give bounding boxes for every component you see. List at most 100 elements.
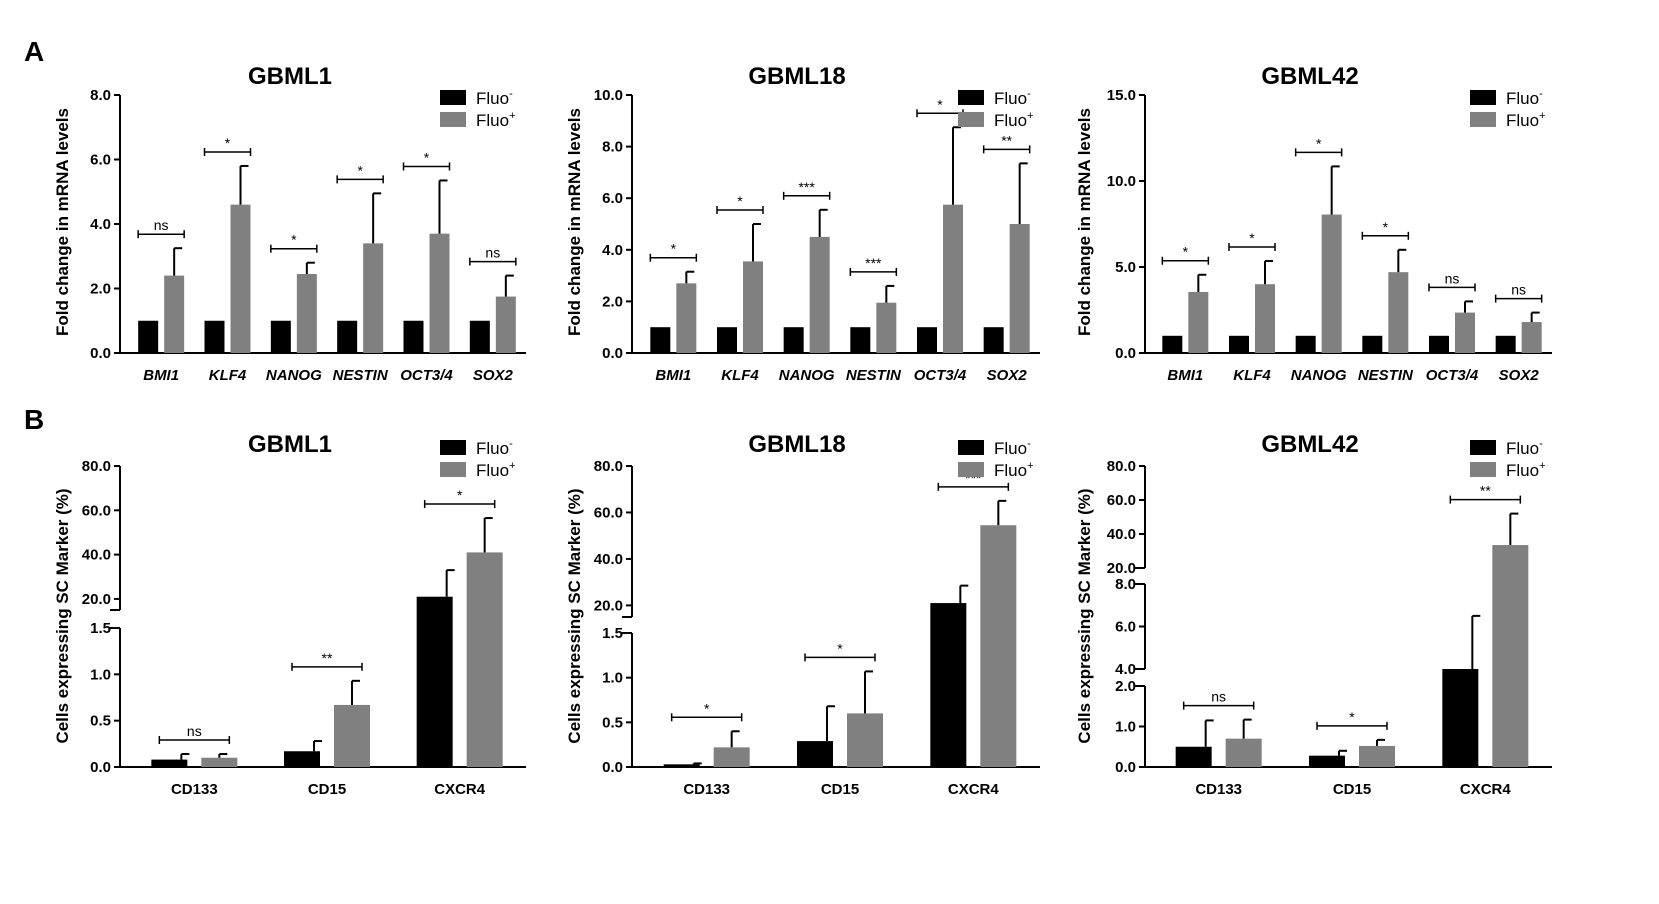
- chart-5: GBML42 Cells expressing SC Marker (%) 0.0 1…: [1075, 431, 1552, 798]
- legend-label-sup: +: [1539, 460, 1545, 472]
- bar-fluo-pos: [847, 713, 883, 767]
- x-tick-label: NANOG: [266, 367, 322, 384]
- bar-fluo-pos: [1009, 224, 1030, 353]
- significance-label: *: [671, 241, 677, 257]
- y-tick-label: 8.0: [602, 139, 623, 156]
- significance-label: **: [1480, 483, 1491, 499]
- bar-fluo-neg: [1162, 335, 1183, 353]
- legend-label: Fluo-: [1506, 88, 1543, 108]
- bar-fluo-pos: [809, 236, 830, 353]
- chart-title: GBML42: [1261, 431, 1358, 458]
- y-axis-label: Cells expressing SC Marker (%): [53, 488, 72, 743]
- chart-title: GBML1: [248, 431, 332, 458]
- legend-label-sup: -: [509, 438, 513, 450]
- bar-fluo-neg: [1495, 335, 1516, 353]
- significance-label: **: [322, 650, 333, 666]
- significance-label: ns: [1445, 270, 1460, 286]
- legend-label-base: Fluo: [994, 111, 1027, 130]
- bar-fluo-pos: [1255, 284, 1275, 353]
- significance-label: *: [357, 162, 363, 178]
- x-tick-label: CD15: [1333, 781, 1371, 798]
- bar-fluo-pos: [429, 233, 450, 353]
- bar-fluo-neg: [151, 759, 188, 767]
- bar-fluo-pos: [713, 747, 750, 767]
- bar-fluo-neg: [1229, 335, 1249, 353]
- legend-label-base: Fluo: [994, 461, 1027, 480]
- y-tick-label: 8.0: [1115, 576, 1136, 593]
- legend-label-sup: -: [1539, 88, 1543, 100]
- y-axis-label: Cells expressing SC Marker (%): [565, 488, 584, 743]
- significance-label: *: [291, 232, 297, 248]
- legend-label-sup: -: [1027, 88, 1031, 100]
- y-tick-label: 40.0: [1107, 526, 1136, 543]
- chart-4: GBML18 Cells expressing SC Marker (%) 0.0 0…: [565, 431, 1040, 798]
- legend-swatch: [440, 462, 466, 477]
- bar-fluo-neg: [930, 603, 967, 767]
- x-tick-label: CXCR4: [1460, 781, 1512, 798]
- x-tick-label: NESTIN: [333, 367, 389, 384]
- legend-label-sup: +: [1027, 460, 1033, 472]
- x-tick-label: OCT3/4: [914, 367, 967, 384]
- legend-label-base: Fluo: [994, 439, 1027, 458]
- y-tick-label: 0.0: [1115, 759, 1136, 776]
- x-tick-label: CD133: [171, 781, 218, 798]
- bar-fluo-pos: [230, 204, 251, 353]
- x-tick-label: KLF4: [209, 367, 247, 384]
- bar-fluo-neg: [337, 320, 358, 353]
- y-tick-label: 4.0: [90, 216, 111, 233]
- bar-fluo-neg: [1309, 755, 1345, 767]
- significance-label: ns: [485, 245, 500, 261]
- legend-label: Fluo+: [1506, 110, 1546, 130]
- significance-label: *: [1383, 219, 1389, 235]
- y-tick-label: 10.0: [594, 87, 623, 104]
- y-tick-label: 15.0: [1107, 87, 1136, 104]
- legend-label-sup: -: [1027, 438, 1031, 450]
- y-tick-label: 4.0: [1115, 661, 1136, 678]
- legend-label: Fluo-: [476, 88, 513, 108]
- significance-label: ns: [1511, 282, 1526, 298]
- bar-fluo-neg: [469, 320, 490, 353]
- significance-label: *: [704, 700, 710, 716]
- x-tick-label: KLF4: [1233, 367, 1271, 384]
- x-tick-label: NANOG: [1291, 367, 1347, 384]
- bar-fluo-pos: [1455, 312, 1475, 353]
- legend-swatch: [958, 112, 984, 127]
- bar-fluo-neg: [416, 596, 453, 767]
- y-tick-label: 1.0: [602, 670, 623, 687]
- chart-title: GBML42: [1261, 63, 1358, 90]
- legend-swatch: [440, 112, 466, 127]
- bar-fluo-pos: [466, 552, 503, 767]
- x-tick-label: BMI1: [655, 367, 691, 384]
- legend-label: Fluo-: [994, 88, 1031, 108]
- significance-label: *: [1349, 709, 1355, 725]
- y-tick-label: 1.5: [90, 620, 111, 637]
- bar-fluo-neg: [138, 320, 159, 353]
- significance-label: ns: [1211, 689, 1226, 705]
- y-tick-label: 80.0: [1107, 458, 1136, 475]
- bar-fluo-pos: [495, 296, 516, 353]
- legend-label-sup: -: [509, 88, 513, 100]
- bar-fluo-pos: [296, 273, 317, 353]
- legend-label-base: Fluo: [476, 111, 509, 130]
- significance-label: *: [1249, 230, 1255, 246]
- legend-label-base: Fluo: [476, 461, 509, 480]
- y-tick-label: 0.0: [1115, 345, 1136, 362]
- legend-swatch: [1470, 112, 1496, 127]
- x-tick-label: OCT3/4: [1426, 367, 1479, 384]
- significance-label: ns: [187, 723, 202, 739]
- chart-title: GBML1: [248, 63, 332, 90]
- bar-fluo-neg: [983, 327, 1004, 353]
- y-tick-label: 60.0: [594, 504, 623, 521]
- x-tick-label: KLF4: [721, 367, 759, 384]
- legend-swatch: [958, 462, 984, 477]
- bar-fluo-neg: [1295, 335, 1316, 353]
- y-tick-label: 0.0: [90, 345, 111, 362]
- y-tick-label: 2.0: [90, 281, 111, 298]
- panel-label-a: A: [24, 36, 45, 67]
- legend-label-base: Fluo: [1506, 89, 1539, 108]
- legend-label-sup: +: [1027, 110, 1033, 122]
- legend-label-base: Fluo: [476, 89, 509, 108]
- bar-fluo-neg: [204, 320, 225, 353]
- legend-label-base: Fluo: [1506, 461, 1539, 480]
- y-tick-label: 1.0: [90, 666, 111, 683]
